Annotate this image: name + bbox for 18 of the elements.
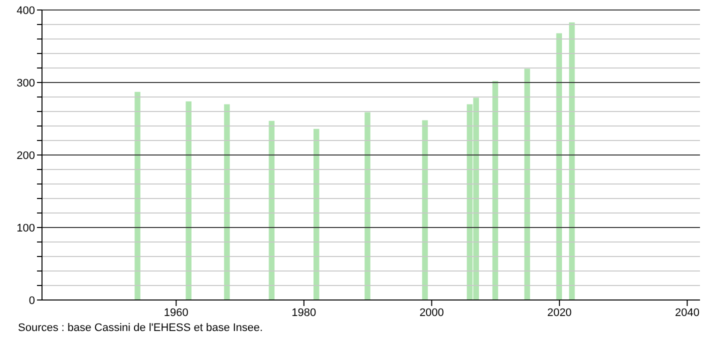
x-tick-label: 2000 <box>419 306 444 319</box>
y-tick-label: 200 <box>16 150 35 162</box>
bar <box>314 128 320 300</box>
bar <box>224 104 230 300</box>
bar <box>569 22 575 300</box>
x-tick-label: 1960 <box>164 306 188 319</box>
bar <box>134 92 140 300</box>
x-tick-label: 1980 <box>292 306 316 319</box>
bar <box>364 112 370 300</box>
source-note: Sources : base Cassini de l'EHESS et base Insee. <box>18 322 264 334</box>
x-tick-label: 2040 <box>674 306 700 319</box>
x-tick-label: 2020 <box>547 306 572 319</box>
y-tick-label: 0 <box>28 294 35 307</box>
y-tick-label: 400 <box>16 4 35 17</box>
bar <box>186 101 192 300</box>
y-tick-label: 300 <box>16 77 35 90</box>
y-tick-label: 100 <box>16 222 35 234</box>
bar <box>422 120 428 300</box>
